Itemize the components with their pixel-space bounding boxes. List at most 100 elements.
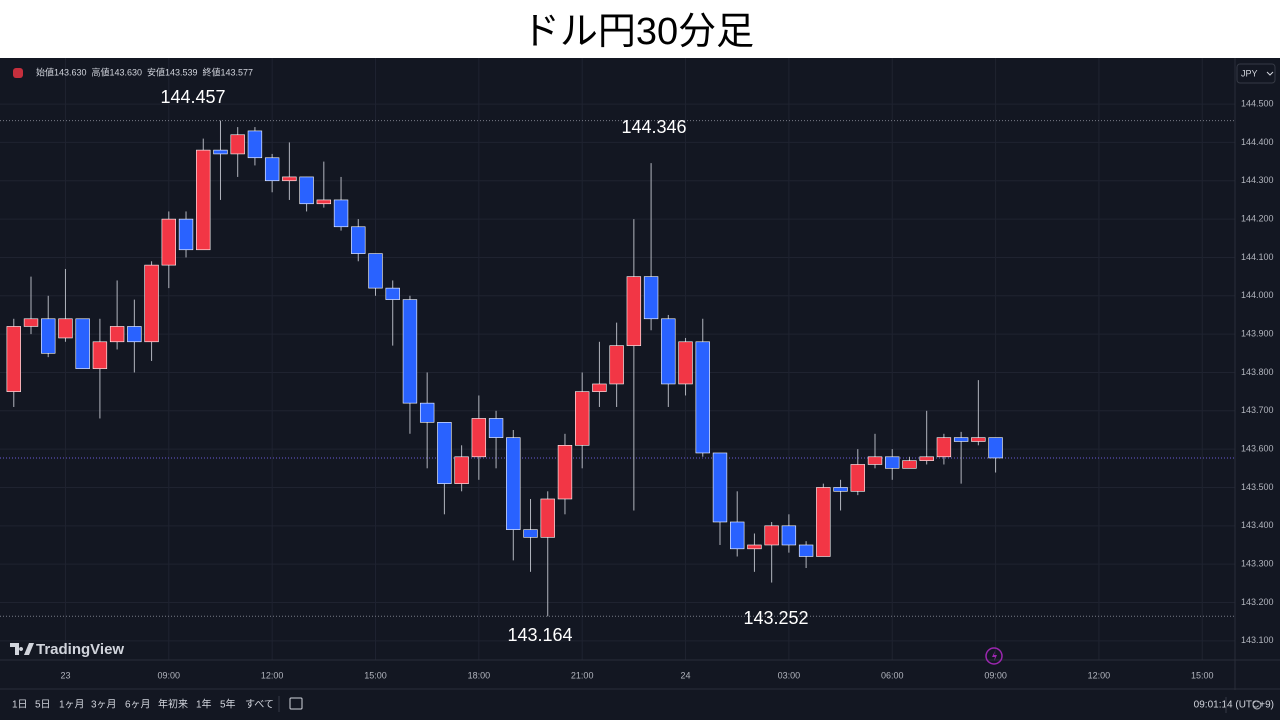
chart-title: ドル円30分足: [522, 11, 754, 53]
candle-body: [333, 199, 349, 228]
title-band: [0, 0, 1280, 58]
calendar-icon[interactable]: [289, 697, 303, 710]
candle-body: [695, 341, 710, 454]
ohlc-item: 高値143.630: [92, 66, 143, 77]
candle-body: [488, 418, 504, 438]
y-tick-label: 143.500: [1241, 482, 1274, 492]
candle-body: [282, 176, 297, 182]
candle-body: [58, 318, 73, 339]
candle-body: [643, 276, 659, 320]
x-tick-label: 12:00: [1088, 670, 1111, 680]
candle-body: [850, 464, 865, 492]
y-tick-label: 143.600: [1241, 444, 1274, 454]
candle-body: [506, 437, 521, 530]
candle-body: [316, 199, 332, 205]
x-tick-label: 03:00: [778, 670, 801, 680]
range-button[interactable]: 5日: [35, 700, 51, 711]
ohlc-item: 始値143.630: [36, 66, 87, 77]
candle-body: [109, 326, 125, 343]
y-tick-label: 144.000: [1241, 290, 1274, 300]
candle-body: [609, 345, 624, 385]
x-tick-label: 18:00: [468, 670, 491, 680]
range-button[interactable]: 5年: [220, 698, 236, 711]
candle-body: [730, 521, 745, 550]
candle-body: [919, 456, 934, 461]
range-button[interactable]: 3ヶ月: [91, 699, 117, 711]
grid: 144.500 144.400 144.300 144.200 144.100 144.0…: [0, 58, 1274, 680]
y-tick-label: 143.100: [1241, 635, 1274, 645]
y-tick-label: 144.300: [1241, 175, 1274, 185]
candle-body: [230, 134, 245, 155]
candle-body: [368, 253, 383, 289]
ohlc-legend: 始値143.630 高値143.630 安値143.539 終値143.577: [36, 66, 253, 77]
ohlc-item: 終値143.577: [203, 66, 254, 77]
candle-body: [971, 437, 986, 442]
x-tick-label: 24: [681, 670, 691, 680]
candle-body: [712, 452, 728, 523]
y-tick-label: 143.800: [1241, 367, 1274, 377]
candle-body: [816, 487, 831, 557]
candle-body: [953, 437, 969, 442]
candle-body: [902, 460, 917, 469]
candle-body: [299, 176, 314, 205]
currency-box[interactable]: [1236, 63, 1276, 84]
candle-body: [247, 130, 263, 159]
brand: TradingView: [36, 641, 124, 658]
candle-body: [885, 456, 900, 469]
candle-body: [471, 418, 487, 458]
range-button[interactable]: 年初来: [158, 698, 188, 711]
range-button[interactable]: 1日: [12, 700, 28, 711]
annotation: 143.252: [743, 608, 808, 628]
ohlc-item: 安値143.539: [147, 66, 198, 77]
alert-circle[interactable]: [985, 647, 1003, 665]
candle-body: [419, 402, 435, 423]
currency[interactable]: JPY: [1241, 68, 1258, 78]
candle-body: [127, 326, 142, 343]
candle-body: [41, 318, 56, 354]
alert-bolt: [992, 651, 997, 661]
tv-logo-icon: [10, 643, 34, 655]
range-button[interactable]: 1年: [196, 698, 212, 711]
candle-body: [867, 456, 883, 465]
candle-body: [213, 149, 228, 155]
candle-body: [264, 157, 280, 182]
candle-body: [833, 487, 848, 492]
y-tick-label: 144.400: [1241, 137, 1274, 147]
range-button[interactable]: 1ヶ月: [59, 699, 85, 711]
x-tick-label: 21:00: [571, 670, 594, 680]
y-tick-label: 144.200: [1241, 213, 1274, 223]
annotation: 143.164: [507, 625, 572, 645]
settings-icon[interactable]: [1252, 700, 1262, 710]
candle-body: [144, 264, 159, 343]
tv-logo: TradingView: [10, 641, 124, 658]
y-tick-label: 144.100: [1241, 252, 1274, 262]
candle-body: [351, 226, 366, 254]
plot: 144.457 144.346 143.164 143.252: [0, 87, 1235, 645]
symbol-icon: [13, 68, 23, 78]
candle-body: [6, 326, 21, 392]
candle-body: [661, 318, 676, 385]
y-tick-label: 143.700: [1241, 405, 1274, 415]
candle-body: [557, 445, 573, 500]
range-button[interactable]: すべて: [245, 699, 274, 711]
candle-body: [92, 341, 108, 369]
candle-body: [161, 218, 176, 266]
annotation: 144.346: [621, 117, 686, 137]
candle-body: [988, 437, 1003, 459]
alert-icon[interactable]: [985, 647, 1003, 665]
candle-body: [540, 498, 555, 538]
candle-body: [178, 218, 194, 251]
candle-body: [523, 529, 538, 538]
candle-body: [798, 544, 814, 557]
candle-body: [781, 525, 797, 546]
candle-body: [75, 318, 90, 369]
y-tick-label: 143.900: [1241, 328, 1274, 338]
currency-caret: [1266, 71, 1274, 76]
candle-body: [592, 383, 607, 392]
range-button[interactable]: 6ヶ月: [125, 699, 151, 711]
x-tick-label: 15:00: [1191, 670, 1214, 680]
candle-body: [936, 437, 952, 458]
y-tick-label: 143.300: [1241, 559, 1274, 569]
